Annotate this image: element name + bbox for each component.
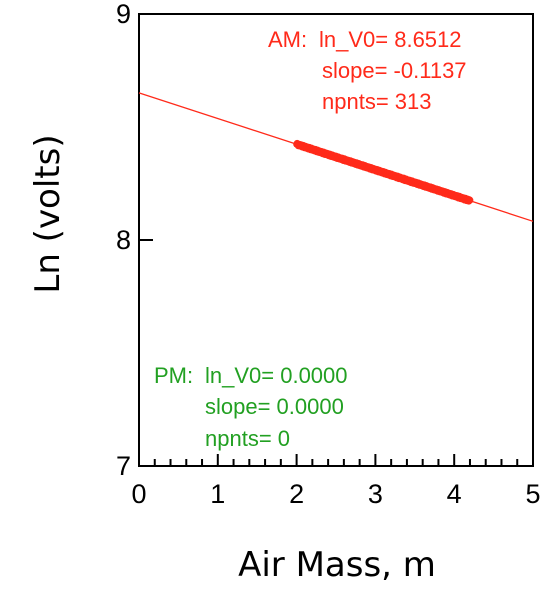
x-tick-label: 5 xyxy=(525,479,540,509)
y-axis-ticks xyxy=(139,13,153,467)
pm-ln-v0: ln_V0= 0.0000 xyxy=(205,363,348,388)
am-npnts: npnts= 313 xyxy=(322,89,431,114)
x-axis-title: Air Mass, m xyxy=(238,545,436,585)
pm-label: PM: xyxy=(154,363,193,388)
x-tick-label: 4 xyxy=(447,479,462,509)
y-tick-label: 9 xyxy=(116,0,131,29)
x-tick-label: 3 xyxy=(368,479,383,509)
data-points xyxy=(293,139,474,205)
x-tick-label: 1 xyxy=(210,479,225,509)
pm-npnts: npnts= 0 xyxy=(205,426,290,451)
am-ln-v0: ln_V0= 8.6512 xyxy=(319,27,462,52)
x-axis-ticks xyxy=(138,454,534,466)
y-tick-label: 7 xyxy=(116,451,131,481)
y-axis-title: Ln (volts) xyxy=(28,134,68,293)
plot-area xyxy=(138,13,534,467)
x-tick-label: 0 xyxy=(131,479,146,509)
x-tick-labels: 0 1 2 3 4 5 xyxy=(131,479,540,509)
am-slope: slope= -0.1137 xyxy=(322,58,467,83)
pm-slope: slope= 0.0000 xyxy=(205,394,344,419)
y-tick-labels: 7 8 9 xyxy=(116,0,131,481)
am-label: AM: xyxy=(268,27,307,52)
x-tick-label: 2 xyxy=(289,479,304,509)
y-tick-label: 8 xyxy=(116,225,131,255)
data-point xyxy=(466,196,474,204)
